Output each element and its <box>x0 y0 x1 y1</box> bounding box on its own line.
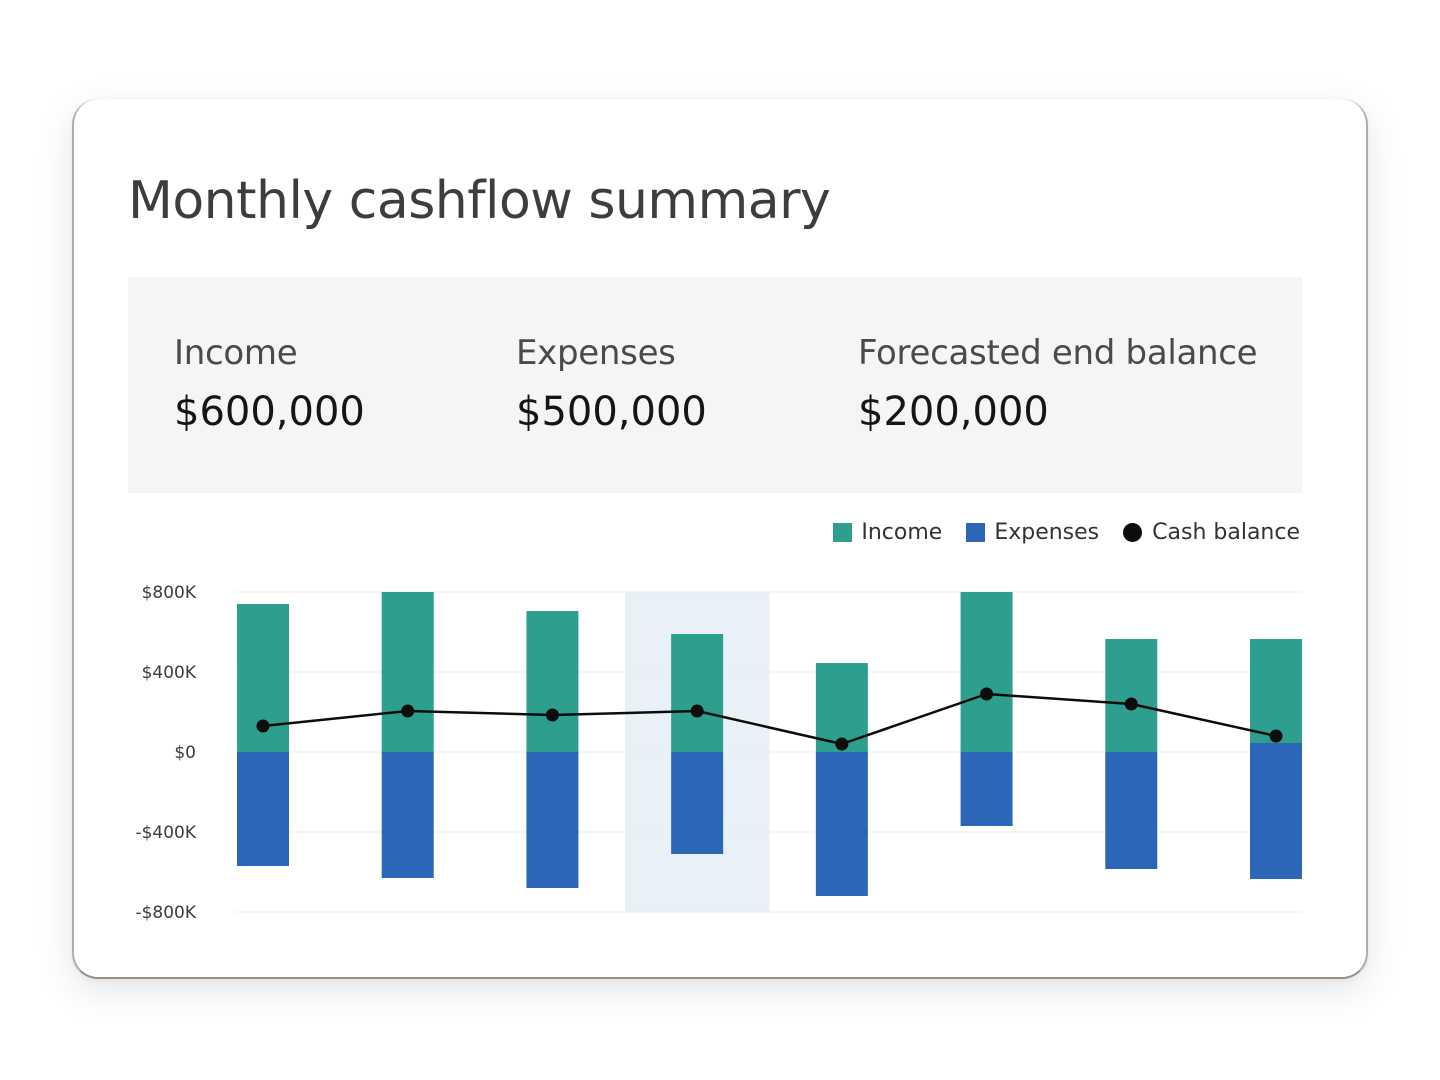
expenses-metric: Expenses $500,000 <box>516 333 707 435</box>
cash-balance-dot-icon <box>1123 523 1143 542</box>
expenses-label: Expenses <box>516 333 676 373</box>
cash-balance-point <box>1269 729 1283 743</box>
expenses-bar <box>815 752 868 896</box>
y-tick-label: -$400K <box>135 823 196 843</box>
legend-label-income: Income <box>861 520 943 545</box>
legend-label-cash-balance: Cash balance <box>1152 520 1300 545</box>
legend-item-income[interactable]: Income <box>833 520 942 545</box>
cash-balance-point <box>690 704 704 718</box>
expenses-bar <box>381 752 434 878</box>
legend-item-cash-balance[interactable]: Cash balance <box>1123 520 1300 545</box>
expenses-swatch-icon <box>966 523 986 542</box>
cash-balance-point <box>1124 697 1138 711</box>
cash-balance-point <box>545 708 559 722</box>
income-metric: Income $600,000 <box>174 333 365 435</box>
cashflow-chart: $800K $400K $0 -$400K -$800K <box>135 583 1302 923</box>
income-bar <box>1105 639 1158 752</box>
expenses-bar <box>526 752 579 888</box>
income-bar <box>381 592 434 752</box>
expenses-value: $500,000 <box>516 389 707 435</box>
income-bar <box>526 611 579 752</box>
income-bar <box>960 592 1013 752</box>
y-tick-label: $800K <box>142 583 197 603</box>
income-value: $600,000 <box>174 389 365 435</box>
cash-balance-point <box>401 704 415 718</box>
cash-balance-point <box>980 687 994 701</box>
y-tick-label: $400K <box>142 663 197 683</box>
summary-panel: Income $600,000 Expenses $500,000 Foreca… <box>128 277 1302 493</box>
expenses-bar <box>1105 752 1158 869</box>
end-balance-value: $200,000 <box>858 389 1049 435</box>
chart-legend: Income Expenses Cash balance <box>809 520 1300 545</box>
cash-balance-point <box>256 719 270 733</box>
y-tick-label: -$800K <box>135 903 196 923</box>
expenses-bar <box>237 752 289 866</box>
end-balance-label: Forecasted end balance <box>858 333 1258 373</box>
income-bar <box>1250 639 1302 743</box>
cashflow-card: Monthly cashflow summary Income $600,000… <box>72 99 1368 979</box>
legend-label-expenses: Expenses <box>994 520 1100 545</box>
income-swatch-icon <box>833 523 853 542</box>
expenses-bar <box>671 752 724 854</box>
cash-balance-line <box>262 692 1277 746</box>
income-label: Income <box>174 333 298 373</box>
expenses-bar <box>960 752 1013 826</box>
y-tick-label: $0 <box>174 743 196 763</box>
page-title: Monthly cashflow summary <box>128 171 831 231</box>
income-bar <box>671 634 724 752</box>
expenses-bar <box>1250 743 1302 879</box>
legend-item-expenses[interactable]: Expenses <box>966 520 1099 545</box>
end-balance-metric: Forecasted end balance $200,000 <box>858 333 1258 435</box>
cash-balance-point <box>835 737 849 751</box>
